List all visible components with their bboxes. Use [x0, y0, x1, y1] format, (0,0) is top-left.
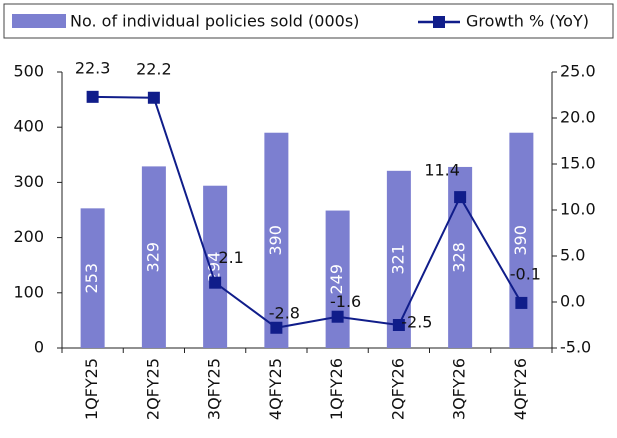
line-value-label: -2.8	[269, 303, 300, 322]
growth-marker	[270, 321, 283, 334]
y-tick-label: 200	[13, 227, 44, 246]
y-tick-label: 300	[13, 172, 44, 191]
bar	[264, 132, 289, 348]
x-tick-label: 1QFY26	[327, 358, 346, 420]
y-tick-label: 100	[13, 282, 44, 301]
y2-tick-label: 5.0	[560, 246, 585, 265]
x-tick-label: 3QFY25	[205, 358, 224, 420]
bar	[509, 132, 534, 348]
bar-value-label: 249	[327, 264, 346, 295]
bar	[325, 210, 350, 348]
line-value-label: -1.6	[330, 292, 361, 311]
y2-tick-label: 10.0	[560, 200, 596, 219]
line-value-label: -2.5	[401, 313, 432, 332]
bar	[203, 185, 228, 348]
growth-marker	[454, 191, 467, 204]
growth-marker	[331, 310, 344, 323]
y-tick-label: 500	[13, 62, 44, 81]
y2-tick-label: -5.0	[560, 338, 591, 357]
x-tick-label: 1QFY25	[82, 358, 101, 420]
bar-value-label: 253	[82, 263, 101, 294]
line-value-label: 11.4	[424, 161, 460, 180]
legend-swatch	[12, 14, 66, 28]
bar	[80, 208, 105, 348]
bar-value-label: 328	[450, 242, 469, 273]
y2-tick-label: 0.0	[560, 292, 585, 311]
x-tick-label: 3QFY26	[450, 358, 469, 420]
legend-label: Growth % (YoY)	[466, 12, 589, 31]
line-value-label: 2.1	[218, 248, 243, 267]
growth-line	[92, 95, 523, 329]
legend-label: No. of individual policies sold (000s)	[70, 12, 359, 31]
x-tick-label: 2QFY25	[143, 358, 162, 420]
bar	[141, 166, 166, 348]
growth-marker	[86, 90, 99, 103]
legend-box	[3, 3, 614, 39]
line-value-label: 22.3	[75, 58, 111, 77]
y2-tick-label: 15.0	[560, 154, 596, 173]
growth-marker	[392, 319, 405, 331]
bar-value-label: 390	[511, 225, 530, 256]
y-tick-label: 0	[34, 338, 44, 357]
x-tick-label: 4QFY26	[511, 358, 530, 420]
bar	[386, 170, 411, 348]
growth-marker	[209, 276, 222, 289]
x-tick-label: 2QFY26	[388, 358, 407, 420]
bar-value-label: 294	[205, 252, 224, 283]
growth-marker	[147, 91, 160, 104]
y-tick-label: 400	[13, 117, 44, 136]
bar-value-label: 390	[266, 225, 285, 256]
bar-value-label: 321	[388, 244, 407, 275]
bar-value-label: 329	[143, 242, 162, 273]
y2-tick-label: 20.0	[560, 108, 596, 127]
x-tick-label: 4QFY25	[266, 358, 285, 420]
growth-marker	[515, 296, 528, 309]
y2-tick-label: 25.0	[560, 62, 596, 81]
legend-marker	[433, 16, 445, 28]
line-value-label: -0.1	[510, 264, 541, 283]
line-value-label: 22.2	[136, 59, 172, 78]
